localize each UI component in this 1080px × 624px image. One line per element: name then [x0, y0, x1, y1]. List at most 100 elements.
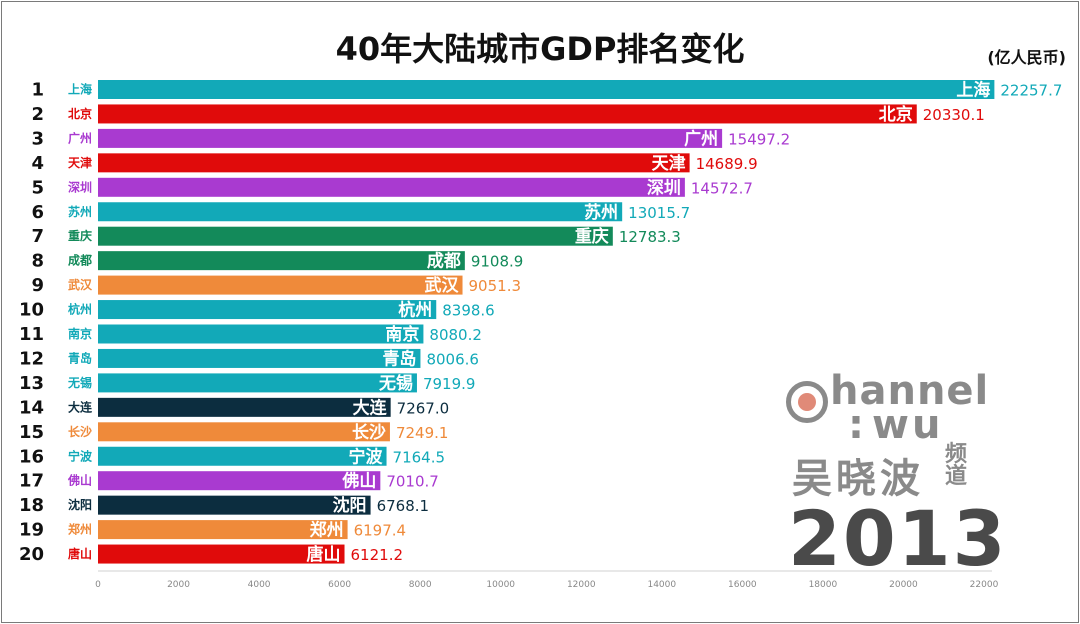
- value-label: 6197.4: [354, 522, 407, 540]
- value-label: 9051.3: [469, 277, 521, 295]
- value-label: 13015.7: [628, 204, 690, 222]
- city-label: 深圳: [68, 179, 92, 194]
- bar-inner-label: 北京: [879, 104, 913, 125]
- bar-inner-label: 天津: [652, 153, 686, 174]
- rank-label: 2: [31, 104, 44, 125]
- bar: [98, 446, 387, 466]
- bar: [98, 324, 424, 344]
- x-tick-label: 22000: [970, 580, 999, 590]
- bar: [98, 153, 690, 173]
- bar: [98, 202, 623, 222]
- bar: [98, 226, 613, 246]
- bar-inner-label: 成都: [427, 251, 461, 272]
- value-label: 6768.1: [377, 497, 430, 515]
- unit-label: (亿人民币): [987, 48, 1066, 67]
- city-label: 苏州: [68, 204, 92, 219]
- value-label: 7919.9: [423, 375, 476, 393]
- rank-label: 15: [19, 422, 44, 443]
- bar: [98, 104, 917, 124]
- bar-inner-label: 南京: [385, 324, 419, 345]
- bar-inner-label: 深圳: [647, 177, 681, 198]
- rank-label: 9: [31, 275, 44, 296]
- value-label: 8080.2: [429, 326, 482, 344]
- city-label: 长沙: [68, 424, 92, 439]
- bar-inner-label: 佛山: [341, 471, 376, 492]
- city-label: 唐山: [68, 546, 92, 561]
- rank-label: 1: [31, 80, 44, 101]
- rank-label: 16: [19, 446, 44, 467]
- city-label: 广州: [68, 130, 92, 145]
- x-tick-label: 10000: [486, 580, 515, 590]
- bar-inner-label: 杭州: [398, 300, 432, 321]
- value-label: 7010.7: [386, 473, 439, 491]
- city-label: 佛山: [67, 473, 92, 488]
- city-label: 青岛: [68, 350, 92, 365]
- bar: [98, 300, 437, 320]
- bar-inner-label: 上海: [956, 80, 990, 101]
- bar: [98, 397, 391, 417]
- x-tick-label: 0: [95, 580, 101, 590]
- rank-label: 6: [31, 202, 44, 223]
- x-tick-label: 6000: [328, 580, 351, 590]
- value-label: 7249.1: [396, 424, 449, 442]
- value-label: 8398.6: [442, 302, 495, 320]
- city-label: 郑州: [68, 522, 92, 537]
- rank-label: 4: [31, 153, 44, 174]
- value-label: 15497.2: [728, 130, 790, 148]
- bar: [98, 128, 723, 148]
- city-label: 北京: [68, 106, 92, 121]
- value-label: 7164.5: [393, 448, 446, 466]
- rank-label: 17: [19, 471, 44, 492]
- logo-dot-icon: [798, 393, 816, 411]
- bar-inner-label: 郑州: [310, 520, 344, 541]
- value-label: 9108.9: [471, 253, 523, 271]
- city-label: 重庆: [68, 228, 92, 243]
- x-tick-label: 20000: [889, 580, 918, 590]
- bar-inner-label: 武汉: [425, 275, 460, 296]
- bar-inner-label: 无锡: [378, 373, 413, 394]
- city-label: 杭州: [68, 302, 92, 317]
- rank-label: 18: [19, 495, 44, 516]
- x-tick-label: 16000: [728, 580, 757, 590]
- chart-title: 40年大陆城市GDP排名变化: [335, 30, 745, 68]
- bar-inner-label: 沈阳: [333, 495, 367, 516]
- bar-inner-label: 重庆: [575, 226, 609, 247]
- x-tick-label: 2000: [167, 580, 190, 590]
- bar-inner-label: 苏州: [584, 202, 618, 223]
- watermark-brand-cn: 吴晓波: [792, 456, 924, 502]
- bar: [98, 80, 995, 99]
- watermark-brand-wu: wu: [872, 402, 944, 448]
- bar-inner-label: 广州: [684, 128, 718, 149]
- bar: [98, 177, 685, 197]
- bar: [98, 373, 417, 393]
- city-label: 宁波: [68, 448, 93, 463]
- rank-label: 14: [19, 397, 44, 418]
- x-tick-label: 12000: [567, 580, 596, 590]
- rank-label: 13: [19, 373, 44, 394]
- rank-label: 3: [31, 128, 44, 149]
- watermark-brand-pindao: 频道: [944, 442, 967, 489]
- city-label: 大连: [68, 399, 93, 414]
- city-label: 南京: [68, 326, 92, 341]
- x-tick-label: 18000: [809, 580, 838, 590]
- logo-ring-icon: [786, 381, 828, 423]
- bar-inner-label: 大连: [353, 397, 388, 418]
- rank-label: 11: [19, 324, 44, 345]
- bar-inner-label: 长沙: [352, 422, 386, 443]
- bar: [98, 275, 463, 295]
- city-label: 无锡: [67, 375, 92, 390]
- rank-label: 12: [19, 348, 44, 369]
- rank-label: 19: [19, 520, 44, 541]
- value-label: 20330.1: [923, 106, 985, 124]
- bar-inner-label: 青岛: [382, 348, 416, 369]
- bar: [98, 422, 390, 442]
- rank-label: 20: [19, 544, 44, 565]
- year-label: 2013: [788, 494, 1008, 583]
- bar: [98, 544, 345, 564]
- bar: [98, 520, 348, 540]
- bar: [98, 495, 371, 515]
- value-label: 7267.0: [397, 399, 450, 417]
- rank-label: 10: [19, 300, 44, 321]
- value-label: 14689.9: [696, 155, 758, 173]
